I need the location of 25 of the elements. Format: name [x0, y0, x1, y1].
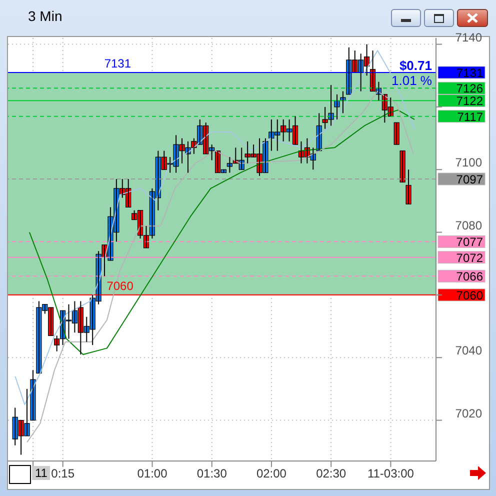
y-tick-label: 7080: [455, 218, 482, 232]
ref-line-label: 7117: [457, 110, 484, 124]
x-tick-label: 11-03:00: [367, 466, 414, 481]
ref-line-label: 7126: [456, 82, 484, 96]
y-tick-label: 7040: [455, 344, 482, 358]
x-tick-label: 01:30: [196, 466, 228, 481]
y-tick-label: 7100: [455, 156, 482, 170]
chart-title: 3 Min: [28, 8, 62, 24]
x-tick-label: 02:00: [256, 466, 287, 481]
ref-line-label: 7072: [456, 250, 484, 265]
ref-line-label: 7077: [456, 235, 484, 250]
annotation: $0.71: [398, 58, 432, 73]
x-tick-label: 02:30: [316, 466, 346, 481]
ref-line-label: 7122: [456, 94, 484, 108]
x-tick-label: 01:00: [137, 466, 168, 481]
ref-line-label: 7097: [456, 172, 484, 186]
ref-line-label: 7066: [456, 270, 484, 284]
ref-line-label: 7060: [456, 288, 484, 302]
annotation: 1.01 %: [390, 73, 432, 88]
annotation: 7060: [106, 278, 134, 293]
ref-line-label: 7131: [456, 66, 484, 80]
annotation: 7131: [104, 56, 132, 70]
x-tick-label: 0:15: [51, 466, 75, 481]
text: 11: [35, 466, 48, 480]
y-tick-label: 7020: [455, 406, 482, 420]
